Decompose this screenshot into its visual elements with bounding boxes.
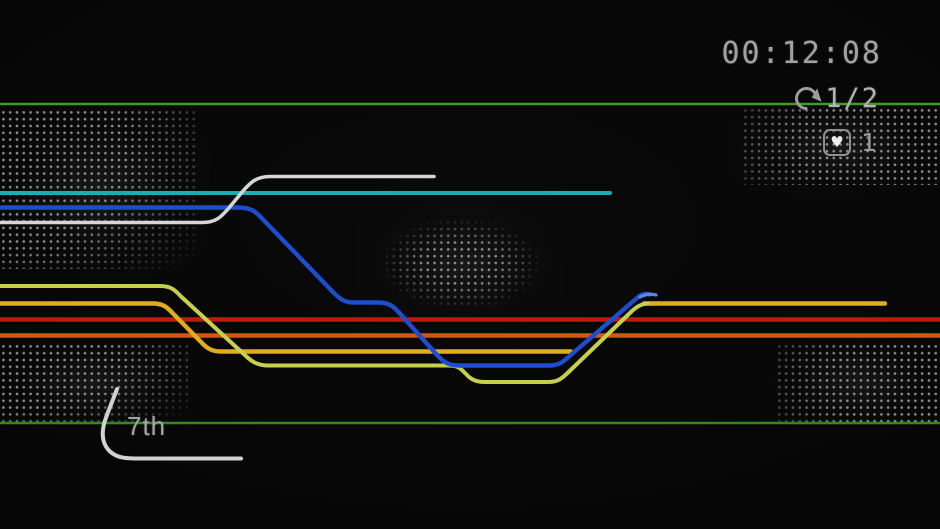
dot-region-bottom-left bbox=[0, 343, 188, 422]
dot-region-top-right bbox=[742, 107, 940, 185]
racer-trail-gold-left bbox=[0, 301, 574, 354]
race-timer: 00:12:08 bbox=[721, 36, 882, 71]
racer-blue-head bbox=[638, 292, 658, 299]
heart-box: ♥ bbox=[822, 129, 851, 156]
racer-trail-blue bbox=[0, 205, 653, 368]
dot-region-top-left bbox=[0, 109, 196, 269]
lives-indicator: ♥ 1 bbox=[822, 128, 876, 157]
racer-trail-white-top bbox=[0, 174, 436, 225]
player-trail-white bbox=[100, 387, 243, 461]
lives-count: 1 bbox=[860, 128, 876, 157]
lap-counter-value: 1/2 bbox=[825, 83, 880, 114]
dot-region-center bbox=[370, 212, 552, 316]
lap-counter: 1/2 bbox=[790, 82, 880, 115]
lap-arrow-icon bbox=[790, 82, 823, 115]
dot-region-bottom-right bbox=[776, 343, 940, 422]
heart-icon: ♥ bbox=[830, 133, 844, 151]
racer-trail-lemon bbox=[0, 284, 650, 384]
race-position-label: 7th bbox=[127, 411, 167, 441]
